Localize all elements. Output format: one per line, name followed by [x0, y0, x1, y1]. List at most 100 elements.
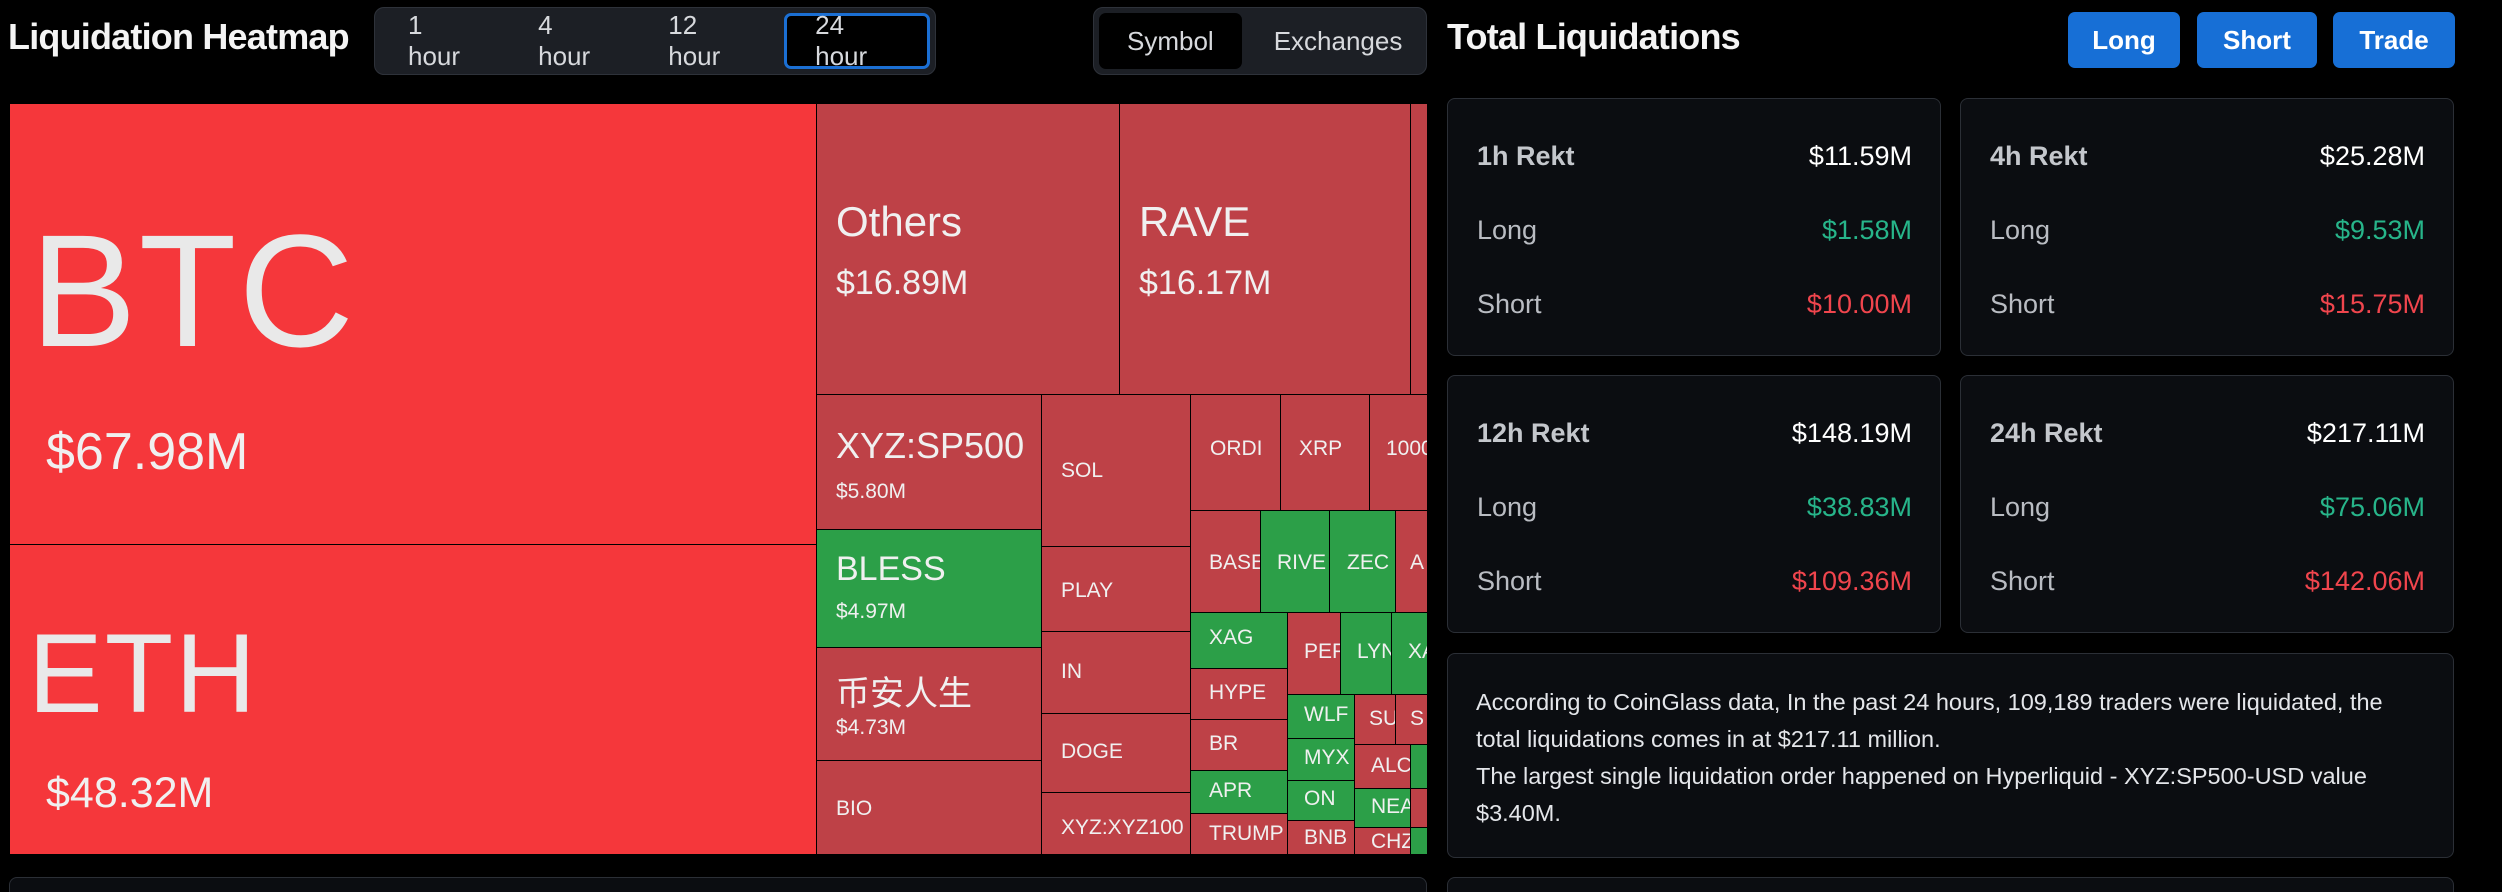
card-4h-rekt: 4h Rekt $25.28M Long $9.53M Short $15.75M — [1960, 98, 2454, 356]
tile-name: BASE — [1209, 551, 1261, 574]
card-title: 12h Rekt — [1477, 418, 1590, 448]
tile-bnb[interactable]: BNB — [1287, 820, 1355, 855]
tile-value: $16.89M — [836, 264, 969, 302]
tile-value: $16.17M — [1139, 264, 1272, 302]
tile-ordi[interactable]: ORDI — [1190, 394, 1281, 511]
tile-rive[interactable]: RIVE — [1260, 510, 1330, 613]
tile-name: APR — [1209, 779, 1253, 802]
tile-zec[interactable]: ZEC — [1329, 510, 1396, 613]
tab-1-hour[interactable]: 1 hour — [408, 10, 461, 71]
short-value: $15.75M — [2319, 289, 2425, 319]
tile-name: ORDI — [1210, 437, 1263, 460]
tile-others[interactable]: Others $16.89M — [816, 103, 1120, 395]
long-value: $75.06M — [2319, 492, 2425, 522]
tile-br[interactable]: BR — [1190, 719, 1288, 771]
tile-unlabeled-green-2[interactable] — [1410, 827, 1427, 855]
tile-unlabeled[interactable] — [1410, 103, 1427, 395]
tile-s[interactable]: S — [1395, 694, 1427, 745]
tile-name: RIVE — [1277, 551, 1327, 574]
short-button[interactable]: Short — [2197, 12, 2317, 68]
tile-xa[interactable]: XA — [1391, 612, 1427, 695]
tile-wlf[interactable]: WLF — [1287, 694, 1355, 739]
tile-myx[interactable]: MYX — [1287, 738, 1355, 781]
tile-nea[interactable]: NEA — [1354, 788, 1411, 828]
card-12h-rekt: 12h Rekt $148.19M Long $38.83M Short $109.3… — [1447, 375, 1941, 633]
card-total: $11.59M — [1808, 141, 1912, 171]
tile-bio[interactable]: BIO — [816, 760, 1042, 855]
long-button[interactable]: Long — [2068, 12, 2180, 68]
long-label: Long — [1477, 215, 1538, 245]
page-title: Liquidation Heatmap — [8, 16, 350, 57]
tile-name: HYPE — [1209, 681, 1267, 704]
tile-name: WLF — [1304, 703, 1349, 726]
long-value: $9.53M — [2334, 215, 2425, 245]
long-label: Long — [1990, 215, 2051, 245]
tile-name: S — [1410, 707, 1425, 730]
tile-alc[interactable]: ALC — [1354, 744, 1411, 789]
summary-line-2: The largest single liquidation order hap… — [1476, 763, 2367, 826]
tile-1000[interactable]: 1000 — [1369, 394, 1427, 511]
tile-lyn[interactable]: LYN — [1340, 612, 1392, 695]
tile-name: XA — [1408, 640, 1427, 663]
summary-line-1: According to CoinGlass data, In the past… — [1476, 689, 2383, 752]
tab-symbol[interactable]: Symbol — [1099, 13, 1242, 69]
tile-xyz-xyz100[interactable]: XYZ:XYZ100 — [1041, 792, 1191, 855]
short-label: Short — [1477, 289, 1542, 319]
long-value: $38.83M — [1806, 492, 1912, 522]
tile-xag[interactable]: XAG — [1190, 612, 1288, 669]
tile-name: LYN — [1357, 640, 1391, 663]
tile-name: CHZ — [1371, 830, 1411, 853]
tile-in[interactable]: IN — [1041, 631, 1191, 714]
tile-name: TRUMP — [1209, 822, 1284, 845]
tile-sol[interactable]: SOL — [1041, 394, 1191, 547]
tile-value: $5.80M — [836, 480, 907, 503]
tile-name: MYX — [1304, 746, 1350, 769]
tile-eth[interactable]: ETH $48.32M — [9, 544, 817, 855]
tile-apr[interactable]: APR — [1190, 770, 1288, 814]
tile-a[interactable]: A — [1395, 510, 1427, 613]
tile-chz[interactable]: CHZ — [1354, 827, 1411, 855]
short-label: Short — [1990, 289, 2055, 319]
card-title: 1h Rekt — [1477, 141, 1575, 171]
tile-doge[interactable]: DOGE — [1041, 713, 1191, 793]
tile-name: BIO — [836, 797, 873, 820]
card-title: 4h Rekt — [1990, 141, 2088, 171]
short-label: Short — [1990, 566, 2055, 596]
tile-play[interactable]: PLAY — [1041, 546, 1191, 632]
tile-unlabeled-green[interactable] — [1410, 744, 1427, 789]
long-label: Long — [1990, 492, 2051, 522]
short-label: Short — [1477, 566, 1542, 596]
trade-button[interactable]: Trade — [2333, 12, 2455, 68]
tile-name: ZEC — [1347, 551, 1389, 574]
tile-name: SU — [1369, 707, 1396, 730]
tile-hype[interactable]: HYPE — [1190, 668, 1288, 720]
tab-exchanges[interactable]: Exchanges — [1273, 25, 1403, 56]
tile-name: PEP — [1304, 640, 1340, 663]
tab-4-hour[interactable]: 4 hour — [538, 10, 591, 71]
tile-name: SOL — [1061, 459, 1104, 482]
tile-btc[interactable]: BTC $67.98M — [9, 103, 817, 545]
total-liquidations-title: Total Liquidations — [1447, 16, 1741, 57]
tile-name: XRP — [1299, 437, 1343, 460]
tile-name: DOGE — [1061, 740, 1123, 763]
tile-base[interactable]: BASE — [1190, 510, 1261, 613]
tile-name: XYZ:XYZ100 — [1061, 816, 1184, 839]
tile-on[interactable]: ON — [1287, 780, 1355, 821]
tile-unlabeled-red[interactable] — [1410, 788, 1427, 828]
tile-binance-life[interactable]: 币安人生 $4.73M — [816, 647, 1042, 761]
tile-name: ETH — [28, 611, 258, 736]
tile-xyz-sp500[interactable]: XYZ:SP500 $5.80M — [816, 394, 1042, 530]
tile-xrp[interactable]: XRP — [1280, 394, 1370, 511]
tab-24-hour[interactable]: 24 hour — [784, 10, 930, 71]
tile-rave[interactable]: RAVE $16.17M — [1119, 103, 1411, 395]
tile-su[interactable]: SU — [1354, 694, 1396, 745]
tab-12-hour[interactable]: 12 hour — [668, 10, 721, 71]
tile-name: PLAY — [1061, 579, 1114, 602]
tile-bless[interactable]: BLESS $4.97M — [816, 529, 1042, 648]
tile-name: ON — [1304, 787, 1336, 810]
tile-trump[interactable]: TRUMP — [1190, 813, 1288, 855]
tile-pep[interactable]: PEP — [1287, 612, 1341, 695]
card-1h-rekt: 1h Rekt $11.59M Long $1.58M Short $10.00M — [1447, 98, 1941, 356]
tile-value: $48.32M — [46, 769, 214, 817]
bottom-panel-left — [9, 877, 1427, 892]
